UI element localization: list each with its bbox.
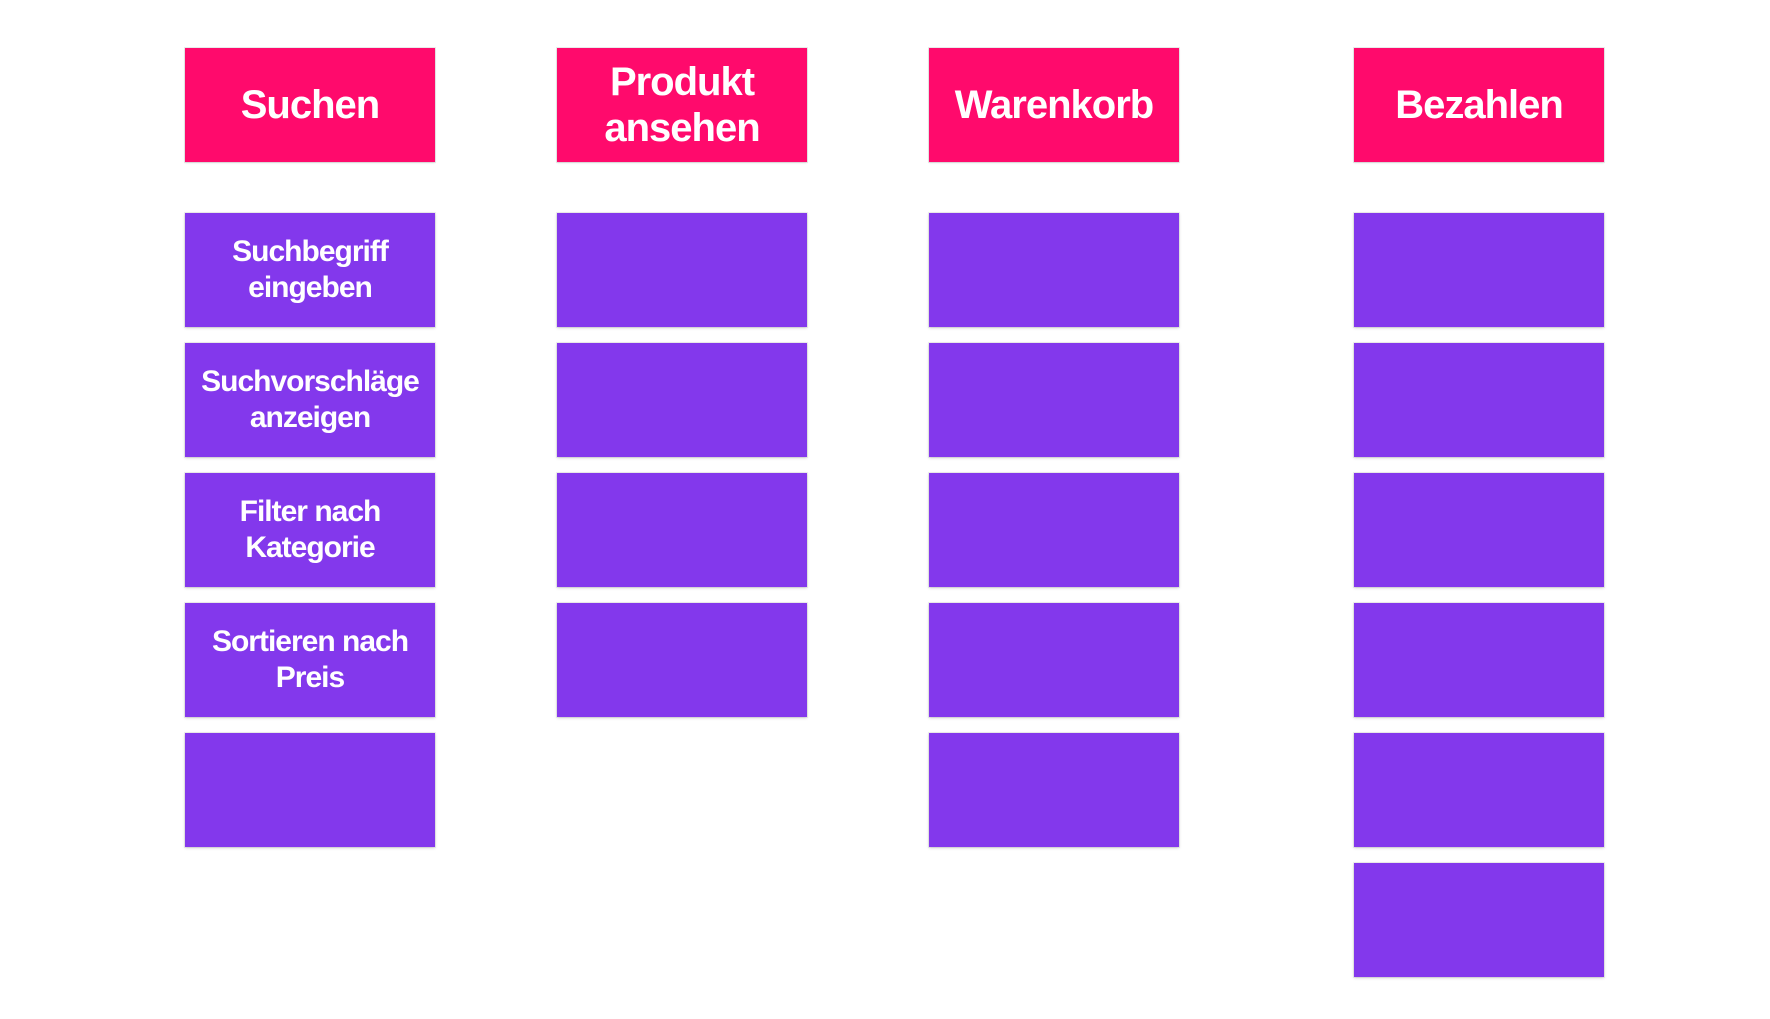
sticky-note[interactable]: Suchvorschläge anzeigen [185,343,435,457]
column-warenkorb: Warenkorb [929,48,1179,847]
sticky-note-empty[interactable] [1354,343,1604,457]
column-header-title: Warenkorb [954,83,1154,127]
sticky-note-empty[interactable] [557,343,807,457]
column-suchen: Suchen Suchbegriff eingeben Suchvorschlä… [185,48,435,847]
sticky-note-text: Suchvorschläge anzeigen [201,365,420,434]
sticky-note-empty[interactable] [1354,213,1604,327]
sticky-note-empty[interactable] [929,473,1179,587]
column-header-card[interactable]: Warenkorb [929,48,1179,162]
sticky-note[interactable]: Filter nach Kategorie [185,473,435,587]
sticky-note-empty[interactable] [1354,473,1604,587]
column-bezahlen: Bezahlen [1354,48,1604,977]
sticky-note-empty[interactable] [929,733,1179,847]
column-header-card[interactable]: Produkt ansehen [557,48,807,162]
sticky-note-empty[interactable] [557,473,807,587]
card-stack [1354,213,1604,977]
sticky-note-empty[interactable] [557,213,807,327]
column-header-card[interactable]: Bezahlen [1354,48,1604,162]
sticky-note-text: Sortieren nach Preis [211,625,409,694]
sticky-note-empty[interactable] [1354,603,1604,717]
column-produkt-ansehen: Produkt ansehen [557,48,807,717]
sticky-note-empty[interactable] [929,603,1179,717]
card-stack [929,213,1179,847]
column-header-card[interactable]: Suchen [185,48,435,162]
sticky-note-empty[interactable] [557,603,807,717]
sticky-note-empty[interactable] [929,213,1179,327]
sticky-note[interactable]: Sortieren nach Preis [185,603,435,717]
column-header-title: Suchen [240,83,380,127]
sticky-note-text: Suchbegriff eingeben [232,235,389,304]
card-stack: Suchbegriff eingeben Suchvorschläge anze… [185,213,435,847]
sticky-note-text: Filter nach Kategorie [239,495,382,564]
column-header-title: Produkt ansehen [604,60,760,150]
sticky-note[interactable]: Suchbegriff eingeben [185,213,435,327]
sticky-note-empty[interactable] [929,343,1179,457]
sticky-note-empty[interactable] [185,733,435,847]
sticky-note-empty[interactable] [1354,733,1604,847]
sticky-note-empty[interactable] [1354,863,1604,977]
card-stack [557,213,807,717]
column-header-title: Bezahlen [1395,83,1564,127]
